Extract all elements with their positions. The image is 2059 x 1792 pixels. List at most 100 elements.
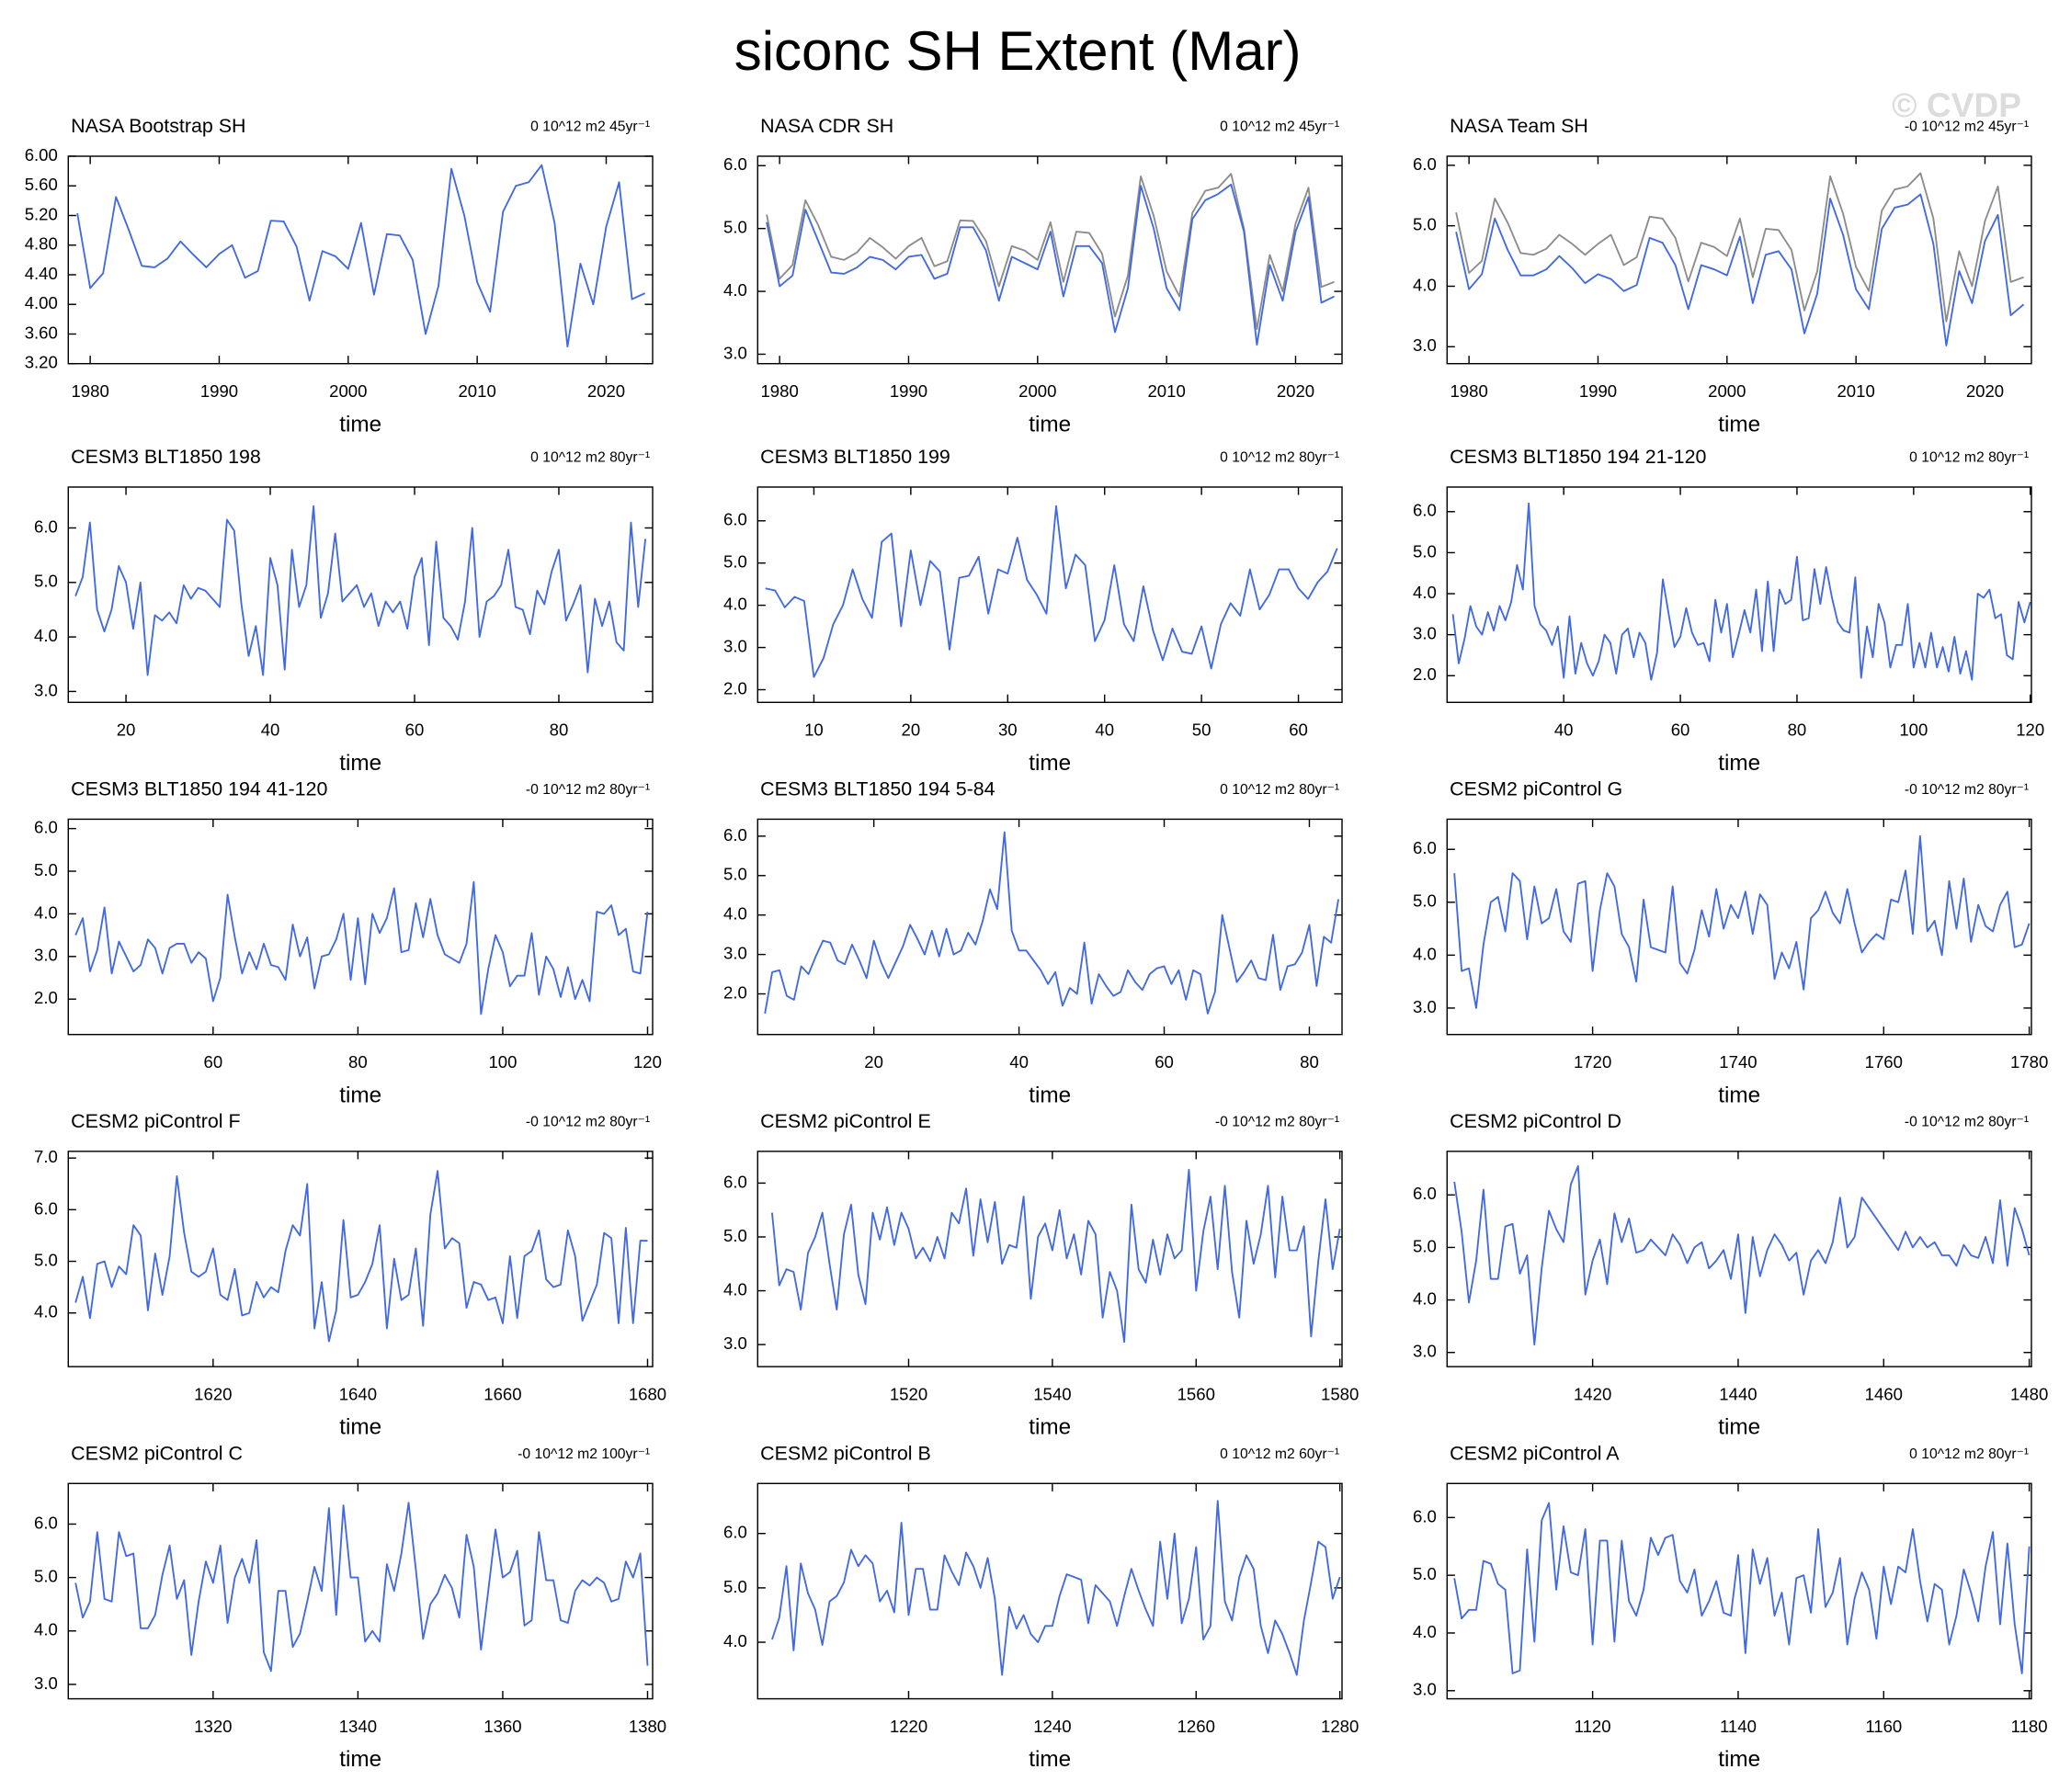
x-axis-label: time [1718, 1747, 1760, 1772]
x-axis-label: time [339, 1083, 381, 1107]
y-tick-label: 3.0 [723, 343, 747, 362]
x-axis-label: time [339, 412, 381, 437]
y-tick-label: 5.0 [723, 218, 747, 237]
data-line [1451, 502, 2031, 681]
panel: NASA CDR SH 0 10^12 m2 45yr⁻¹ time 3.0 4.0 5.… [723, 115, 1343, 437]
x-tick-label: 1560 [1177, 1384, 1215, 1403]
x-tick-label: 60 [1289, 720, 1308, 740]
y-tick-label: 5.0 [34, 572, 58, 591]
x-tick-label: 60 [1155, 1052, 1174, 1072]
x-tick-label: 1360 [483, 1717, 521, 1736]
x-tick-label: 80 [1788, 720, 1807, 740]
y-tick-label: 3.0 [723, 636, 747, 655]
panel-subtitle: 0 10^12 m2 80yr⁻¹ [530, 450, 650, 466]
page-title: siconc SH Extent (Mar) [734, 20, 1302, 82]
y-tick-label: 4.0 [1413, 1622, 1437, 1641]
panel-title: CESM2 piControl E [760, 1110, 931, 1132]
plot-area [74, 505, 647, 676]
plot-frame [1446, 1482, 2032, 1700]
plot-area [771, 1500, 1341, 1676]
x-tick-label: 40 [1095, 720, 1114, 740]
plot-frame [756, 1482, 1343, 1700]
x-axis-label: time [1029, 1747, 1071, 1772]
y-tick-label: 5.60 [25, 175, 58, 194]
x-axis-label: time [1718, 1083, 1760, 1107]
x-tick-label: 1540 [1033, 1384, 1071, 1403]
y-tick-label: 4.0 [34, 626, 58, 645]
x-tick-label: 100 [488, 1052, 517, 1072]
x-axis-label: time [1029, 1415, 1071, 1440]
panel: CESM2 piControl A 0 10^12 m2 80yr⁻¹ time 3.… [1413, 1443, 2048, 1773]
x-tick-label: 40 [1009, 1052, 1029, 1072]
panel: CESM2 piControl C -0 10^12 m2 100yr⁻¹ time… [34, 1443, 666, 1773]
y-tick-label: 6.0 [1413, 154, 1437, 174]
x-tick-label: 1240 [1033, 1717, 1071, 1736]
x-tick-label: 1420 [1574, 1384, 1611, 1403]
y-tick-label: 4.0 [1413, 944, 1437, 963]
x-tick-label: 1380 [629, 1717, 666, 1736]
y-tick-label: 3.0 [723, 944, 747, 963]
plot-area [1455, 172, 2025, 346]
panel-title: CESM2 piControl A [1450, 1443, 1620, 1465]
data-line [771, 1168, 1341, 1344]
panel-title: CESM3 BLT1850 199 [760, 446, 950, 468]
x-tick-label: 2010 [1147, 381, 1185, 401]
x-tick-label: 1980 [1450, 381, 1487, 401]
x-tick-label: 1990 [890, 381, 927, 401]
x-tick-label: 1740 [1719, 1052, 1757, 1072]
x-axis-label: time [1029, 412, 1071, 437]
panel-title: NASA CDR SH [760, 115, 893, 137]
y-tick-label: 6.0 [1413, 1184, 1437, 1203]
x-tick-label: 1220 [890, 1717, 927, 1736]
y-tick-label: 4.0 [723, 595, 747, 614]
panel-subtitle: -0 10^12 m2 80yr⁻¹ [1905, 1115, 2029, 1130]
panel-subtitle: -0 10^12 m2 80yr⁻¹ [526, 1115, 650, 1130]
panel: NASA Bootstrap SH 0 10^12 m2 45yr⁻¹ time 3.… [25, 115, 654, 437]
panel-subtitle: 0 10^12 m2 80yr⁻¹ [1909, 450, 2029, 466]
plot-frame [67, 1151, 654, 1367]
x-axis-label: time [339, 1415, 381, 1440]
y-tick-label: 6.0 [723, 825, 747, 845]
panel-subtitle: -0 10^12 m2 100yr⁻¹ [518, 1446, 650, 1462]
data-line [766, 173, 1335, 331]
y-tick-label: 3.0 [1413, 997, 1437, 1016]
y-tick-label: 4.0 [1413, 1288, 1437, 1308]
panel-subtitle: 0 10^12 m2 80yr⁻¹ [1909, 1446, 2029, 1462]
y-tick-label: 5.0 [723, 552, 747, 572]
panel-title: CESM3 BLT1850 194 41-120 [71, 778, 327, 800]
x-tick-label: 1460 [1865, 1384, 1903, 1403]
y-tick-label: 6.0 [723, 1172, 747, 1191]
plot-frame [67, 818, 654, 1036]
panel-subtitle: -0 10^12 m2 80yr⁻¹ [1215, 1115, 1339, 1130]
x-tick-label: 1520 [890, 1384, 927, 1403]
y-tick-label: 2.0 [723, 678, 747, 698]
plot-frame [1446, 1151, 2032, 1367]
panel: CESM2 piControl F -0 10^12 m2 80yr⁻¹ time 4… [34, 1110, 666, 1440]
y-tick-label: 6.0 [34, 1513, 58, 1532]
y-tick-label: 3.0 [1413, 624, 1437, 643]
x-tick-label: 40 [1554, 720, 1574, 740]
x-tick-label: 2000 [1708, 381, 1746, 401]
y-tick-label: 5.0 [1413, 1564, 1437, 1583]
panel-subtitle: -0 10^12 m2 80yr⁻¹ [1905, 782, 2029, 798]
x-tick-label: 10 [804, 720, 824, 740]
x-tick-label: 1580 [1321, 1384, 1359, 1403]
watermark: © CVDP [1892, 85, 2021, 124]
y-tick-label: 4.00 [25, 293, 58, 312]
data-line [1455, 172, 2024, 323]
panel: CESM3 BLT1850 198 0 10^12 m2 80yr⁻¹ time 3.… [34, 446, 654, 776]
x-tick-label: 40 [261, 720, 280, 740]
data-line [1453, 1502, 2031, 1674]
plot-area [1453, 834, 2031, 1009]
x-tick-label: 1980 [71, 381, 108, 401]
x-tick-label: 120 [633, 1052, 662, 1072]
x-tick-label: 120 [2016, 720, 2044, 740]
plot-frame [67, 155, 654, 365]
panel-title: NASA Bootstrap SH [71, 115, 245, 137]
panel-title: NASA Team SH [1450, 115, 1588, 137]
x-axis-label: time [1029, 751, 1071, 776]
panel-title: CESM2 piControl G [1450, 778, 1622, 800]
x-tick-label: 2020 [1966, 381, 2004, 401]
panel-subtitle: -0 10^12 m2 80yr⁻¹ [526, 782, 650, 798]
